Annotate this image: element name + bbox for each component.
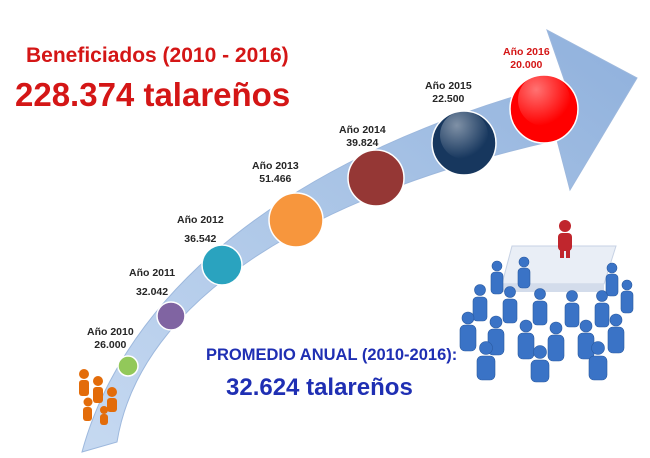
circle-2011 bbox=[156, 301, 186, 331]
year-2015-value: 22.500 bbox=[432, 93, 465, 105]
year-2011-label: Año 2011 bbox=[129, 267, 176, 279]
year-label-2014: Año 2014 39.824 bbox=[339, 124, 386, 150]
crowd-leader-icon bbox=[459, 220, 634, 383]
year-label-2016: Año 2016 20.000 bbox=[503, 46, 550, 72]
people-group-icon bbox=[79, 369, 117, 425]
year-2012-value: 36.542 bbox=[184, 233, 217, 245]
circle-2012 bbox=[201, 244, 243, 286]
year-circles bbox=[117, 74, 579, 377]
year-2011-value: 32.042 bbox=[135, 286, 169, 298]
average-value: 32.624 talareños bbox=[226, 374, 413, 401]
year-2013-label: Año 2013 bbox=[252, 160, 299, 172]
year-label-2013: Año 2013 51.466 bbox=[252, 160, 299, 186]
year-label-2011: Año 2011 32.042 bbox=[129, 267, 175, 299]
year-2014-value: 39.824 bbox=[346, 137, 379, 149]
beneficiaries-total: 228.374 talareños bbox=[15, 76, 291, 113]
year-label-2010: Año 2010 26.000 bbox=[87, 326, 134, 352]
year-2010-value: 26.000 bbox=[94, 339, 127, 351]
circle-2010 bbox=[117, 355, 139, 377]
year-label-2012: Año 2012 36.542 bbox=[177, 214, 224, 246]
circle-2014 bbox=[347, 149, 405, 207]
year-2016-value: 20.000 bbox=[510, 59, 543, 71]
year-2016-label: Año 2016 bbox=[503, 46, 550, 58]
year-label-2015: Año 2015 22.500 bbox=[425, 80, 472, 106]
circle-2013 bbox=[268, 192, 324, 248]
year-2012-label: Año 2012 bbox=[177, 214, 224, 226]
year-2010-label: Año 2010 bbox=[87, 326, 134, 338]
year-2013-value: 51.466 bbox=[259, 173, 292, 185]
beneficiaries-title: Beneficiados (2010 - 2016) bbox=[26, 44, 289, 67]
year-2014-label: Año 2014 bbox=[339, 124, 386, 136]
average-title: PROMEDIO ANUAL (2010-2016): bbox=[206, 346, 458, 364]
year-2015-label: Año 2015 bbox=[425, 80, 472, 92]
